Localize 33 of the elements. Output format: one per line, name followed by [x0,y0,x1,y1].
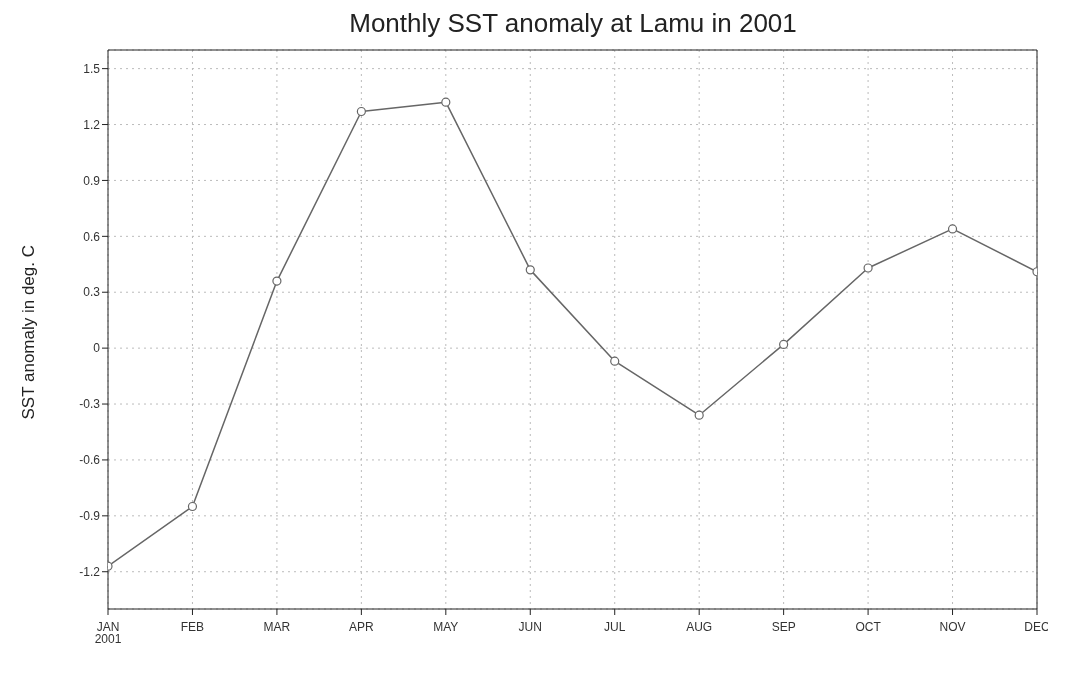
x-tick-label: NOV [939,619,966,634]
y-tick-label: -0.9 [79,509,101,524]
y-axis-title: SST anomaly in deg. C [19,245,39,420]
point [356,106,366,117]
point [610,356,620,366]
chart-title: Monthly SST anomaly at Lamu in 2001 [348,8,798,39]
x-tick-label: JUL [604,619,626,634]
x-tick-label: FEB [180,619,205,634]
x-tick-label: JUN [518,619,542,634]
x-tick-label: APR [349,619,375,634]
x-tick-label: JAN 2001 [94,619,122,647]
y-tick-label: 0.3 [83,285,101,300]
x-tick-label: SEP [771,619,796,634]
y-tick-label: 0.6 [83,229,101,244]
x-tick-label: MAY [433,619,459,634]
y-tick-label: 0 [93,341,101,356]
x-tick-label: AUG [686,619,713,634]
y-tick-label: 1.2 [83,117,101,132]
point [779,339,789,350]
y-tick-label: -0.3 [79,397,101,412]
point [272,276,282,286]
point [947,224,958,234]
point [694,410,704,420]
y-tick-label: 0.9 [83,173,101,188]
point [441,97,451,107]
point [863,263,873,273]
y-tick-label: 1.5 [83,61,101,76]
y-tick-label: -0.6 [79,453,101,468]
x-tick-label: MAR [263,619,291,634]
point [187,501,198,512]
x-tick-label: OCT [855,619,882,634]
point [525,265,535,275]
y-tick-label: -1.2 [79,564,101,579]
